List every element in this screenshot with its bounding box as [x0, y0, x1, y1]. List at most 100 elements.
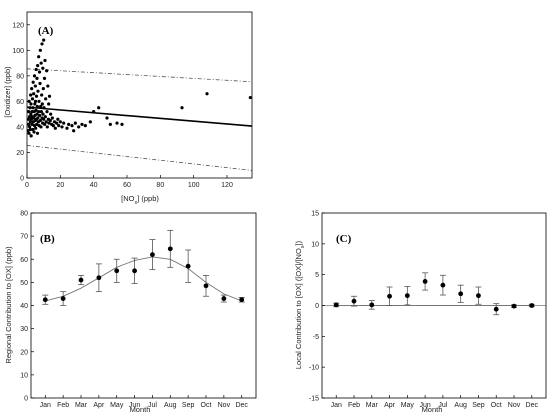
panel-c-data-point — [369, 302, 375, 308]
panel-c-y-tick-label: 5 — [315, 272, 319, 279]
panel-c-y-axis-label: Local Contribution to [OX] ([OX]/[NOx]) — [294, 240, 306, 369]
panel-a-data-point — [60, 125, 64, 129]
panel-b-y-tick-label: 80 — [20, 211, 28, 218]
panel-a-data-point — [29, 134, 33, 138]
panel-c-label: (C) — [336, 233, 352, 245]
panel-a-data-point — [42, 106, 46, 110]
panel-a-data-point — [33, 84, 37, 88]
panel-a-data-point — [30, 87, 34, 91]
panel-c-x-tick-label: Nov — [508, 402, 521, 409]
panel-a-x-tick-label: 40 — [90, 182, 98, 189]
panel-a-data-point — [27, 110, 31, 114]
panel-a-data-point — [38, 113, 42, 118]
panel-a-data-point — [45, 125, 49, 129]
panel-a-y-tick-label: 80 — [16, 73, 24, 80]
panel-a-data-point — [248, 95, 252, 100]
panel-a-data-point — [35, 104, 39, 109]
panel-a-data-point — [115, 121, 119, 125]
panel-a-data-point — [108, 122, 112, 126]
panel-c-x-tick-label: Jun — [419, 402, 430, 409]
panel-c-data-point — [493, 306, 499, 312]
panel-c-data-point — [511, 303, 517, 309]
panel-a-data-point — [92, 110, 96, 114]
panel-c-data-point — [476, 293, 481, 299]
panel-a-data-point — [43, 58, 47, 63]
panel-a-data-point — [37, 55, 41, 59]
panel-a-data-point — [39, 104, 43, 109]
panel-a-band-line — [27, 68, 252, 83]
panel-c-x-tick-label: Mar — [366, 402, 379, 409]
panel-b-data-point — [60, 296, 66, 301]
panel-a-data-point — [32, 92, 36, 96]
panel-a-x-axis-label: [NOx] (ppb) — [121, 194, 159, 206]
panel-b-data-point — [203, 283, 209, 289]
panel-b-x-tick-label: Jul — [148, 402, 157, 409]
panel-a-data-point — [38, 81, 42, 86]
panel-a-data-point — [38, 118, 42, 123]
panel-a-band-line — [27, 145, 252, 171]
panel-c-x-tick-label: May — [401, 402, 415, 409]
panel-c-data-point — [458, 291, 464, 297]
panel-b-y-axis-label: Regional Contribution to [OX] (ppb) — [4, 246, 13, 364]
panel-a-data-point — [37, 110, 41, 114]
panel-a-data-point — [37, 70, 42, 74]
panel-a-data-point — [33, 99, 38, 103]
panel-a-data-point — [55, 121, 59, 125]
panel-b-y-tick-label: 30 — [20, 326, 28, 333]
panel-a-data-point — [28, 127, 32, 132]
panel-a-data-point — [47, 121, 51, 125]
panel-b-data-point — [96, 275, 102, 281]
panel-a-data-point — [39, 61, 43, 65]
panel-c-x-tick-label: Oct — [491, 402, 502, 409]
panel-a-data-point — [31, 127, 35, 132]
panel-c-x-tick-label: Dec — [526, 402, 539, 409]
panel-b-y-tick-label: 0 — [24, 396, 28, 403]
panel-b-plot-area: Jan Feb Mar Apr May Jun Jul Aug Sep Oct Nov Dec 0 10 2… — [20, 211, 257, 409]
panel-a-data-point — [36, 116, 40, 120]
panel-a-data-point — [62, 121, 66, 125]
panel-b-y-tick-label: 10 — [20, 372, 28, 379]
panel-a-data-point — [120, 122, 124, 126]
panel-a-y-tick-label: 20 — [16, 150, 24, 157]
panel-b-y-tick-label: 60 — [20, 257, 28, 264]
panel-a-y-tick-label: 100 — [12, 48, 24, 55]
panel-a-data-point — [205, 92, 209, 96]
panel-a-x-tick-label: 0 — [25, 182, 29, 189]
panel-a-data-point — [105, 116, 109, 120]
panel-a-plot-area: 0 20 40 60 80 100 120 0 20 40 60 80 100 120 — [12, 11, 253, 189]
panel-a-data-point — [43, 115, 47, 119]
panel-a-data-point — [40, 102, 44, 106]
panel-b-label: (B) — [40, 233, 55, 245]
panel-a-data-point — [53, 126, 57, 130]
panel-b: Jan Feb Mar Apr May Jun Jul Aug Sep Oct Nov Dec 0 10 2… — [4, 211, 257, 414]
panel-a-data-point — [37, 99, 41, 103]
panel-b-y-tick-label: 20 — [20, 349, 28, 356]
panel-a-x-tick-label: 60 — [123, 182, 131, 189]
panel-a-data-point — [50, 116, 54, 120]
panel-c-plot-area: Jan Feb Mar Apr May Jun Jul Aug Sep Oct Nov Dec -15 -… — [309, 211, 547, 409]
panel-b-x-tick-label: Sep — [182, 402, 195, 409]
panel-a-data-point — [80, 122, 84, 126]
panel-c-x-axis-label: Month — [422, 405, 443, 414]
panel-a-data-point — [30, 97, 35, 101]
panel-a-data-point — [49, 112, 53, 116]
panel-a-data-point — [34, 126, 38, 130]
panel-c-x-tick-label: Jan — [331, 402, 342, 409]
panel-b-data-point — [78, 277, 84, 283]
panel-c-data-point — [333, 302, 339, 308]
panel-a-data-point — [29, 112, 33, 116]
panel-a-y-tick-label: 120 — [12, 22, 24, 29]
panel-a-data-point — [29, 93, 33, 97]
panel-b-data-point — [132, 268, 137, 274]
panel-a-data-point — [44, 97, 48, 101]
panel-a-data-point — [29, 102, 33, 106]
panel-c-x-tick-label: Aug — [454, 402, 467, 409]
panel-c-x-tick-label: Apr — [384, 402, 396, 409]
panel-c-y-tick-label: -10 — [309, 365, 319, 372]
panel-a-data-point — [180, 106, 184, 110]
panel-c-data-point — [440, 282, 446, 288]
panel-c-y-tick-label: -15 — [309, 396, 319, 403]
panel-a-data-point — [27, 122, 31, 126]
panel-c-y-tick-label: 0 — [315, 303, 319, 310]
